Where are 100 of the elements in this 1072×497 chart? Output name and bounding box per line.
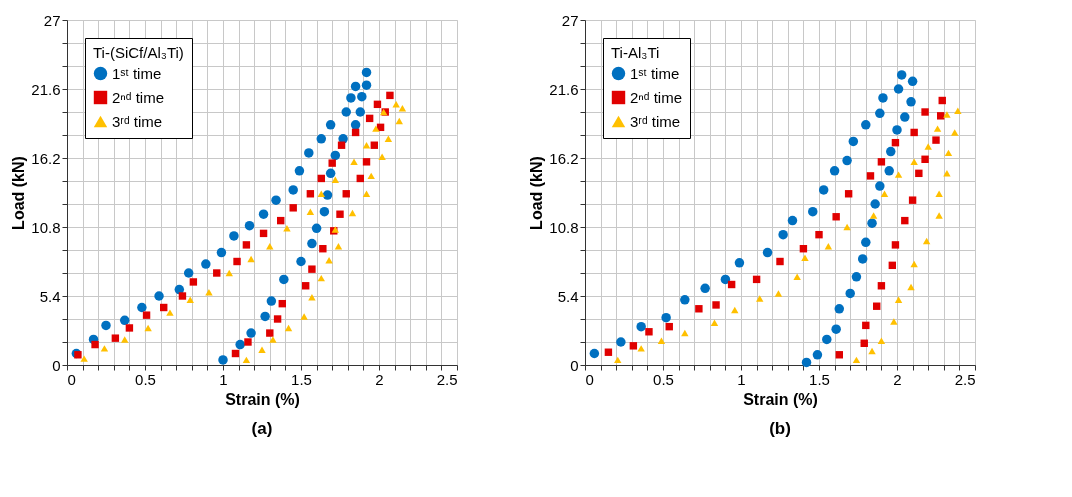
y-tick-label: 5.4 (39, 287, 61, 305)
x-tick-label: 1.5 (291, 370, 312, 388)
point (636, 321, 646, 332)
y-tick-label: 21.6 (31, 80, 61, 98)
point (142, 311, 151, 319)
point (776, 257, 784, 266)
point (681, 329, 689, 337)
point (589, 348, 600, 359)
point (915, 169, 923, 178)
point (328, 159, 336, 167)
point (884, 166, 894, 176)
text: (a) (251, 419, 273, 438)
point (258, 209, 269, 219)
point (341, 107, 351, 117)
point (269, 336, 277, 343)
point (392, 101, 400, 108)
point (121, 336, 129, 343)
point (877, 337, 886, 344)
point (350, 120, 361, 130)
point (235, 339, 245, 350)
legend-title: Ti-Al₃Ti (611, 44, 660, 61)
point (325, 168, 336, 179)
y-tick-label: 0 (52, 356, 61, 374)
x-tick-label: 1.5 (809, 370, 830, 388)
point (906, 97, 916, 107)
point (908, 196, 917, 204)
point (793, 273, 801, 281)
point (922, 237, 931, 245)
point (154, 291, 164, 301)
point (273, 315, 282, 323)
point (778, 229, 788, 240)
x-tick-label: 1 (737, 370, 746, 388)
point (242, 241, 251, 249)
point (875, 108, 885, 119)
point (862, 321, 870, 330)
point (870, 199, 880, 209)
point (921, 155, 929, 163)
point (336, 210, 344, 218)
y-tick-label: 0 (570, 356, 579, 374)
point (801, 254, 809, 261)
point (317, 274, 325, 282)
point (943, 170, 951, 177)
point (137, 302, 147, 313)
point (629, 342, 638, 350)
point (316, 134, 327, 144)
text: (b) (769, 419, 791, 438)
x-tick-label: 2.5 (436, 370, 458, 388)
point (867, 218, 877, 228)
point (951, 129, 959, 136)
point (183, 268, 194, 278)
point (266, 296, 277, 306)
point (361, 67, 372, 78)
point (307, 238, 317, 249)
point (218, 355, 228, 365)
point (304, 148, 314, 158)
point (119, 315, 130, 326)
point (892, 125, 902, 135)
point (308, 265, 316, 273)
point (933, 125, 942, 132)
point (866, 172, 875, 180)
point (372, 125, 380, 132)
point (832, 213, 840, 221)
point (710, 319, 719, 327)
point (355, 107, 366, 117)
point (101, 320, 111, 331)
point (367, 172, 375, 180)
point (378, 153, 386, 160)
point (774, 290, 783, 297)
point (300, 313, 308, 320)
point (894, 171, 903, 178)
point (845, 288, 855, 299)
point (330, 150, 341, 161)
point (258, 346, 266, 353)
point (244, 338, 252, 346)
point (877, 158, 886, 166)
point (319, 206, 330, 217)
legend-label: 3ʳᵈ time (630, 112, 681, 130)
point (801, 357, 812, 368)
point (824, 242, 833, 250)
x-tick-label: 0.5 (135, 370, 156, 388)
point (346, 93, 356, 103)
y-tick-label: 5.4 (557, 287, 579, 305)
point (80, 355, 88, 362)
point (229, 231, 239, 241)
point (216, 247, 227, 258)
legend-title: Ti-(SiCf/Al₃Ti) (93, 44, 184, 61)
y-tick-label: 10.8 (549, 218, 579, 236)
x-tick-label: 0 (67, 370, 76, 388)
point (829, 166, 840, 176)
point (720, 274, 731, 285)
point (822, 334, 832, 345)
point (284, 324, 293, 332)
point (861, 120, 871, 130)
y-axis-title: Load (kN) (10, 156, 28, 230)
point (843, 223, 851, 231)
x-tick-label: 2.5 (954, 370, 976, 388)
x-tick-label: 0 (585, 370, 594, 388)
point (91, 340, 99, 349)
point (201, 259, 211, 269)
point (166, 309, 174, 316)
